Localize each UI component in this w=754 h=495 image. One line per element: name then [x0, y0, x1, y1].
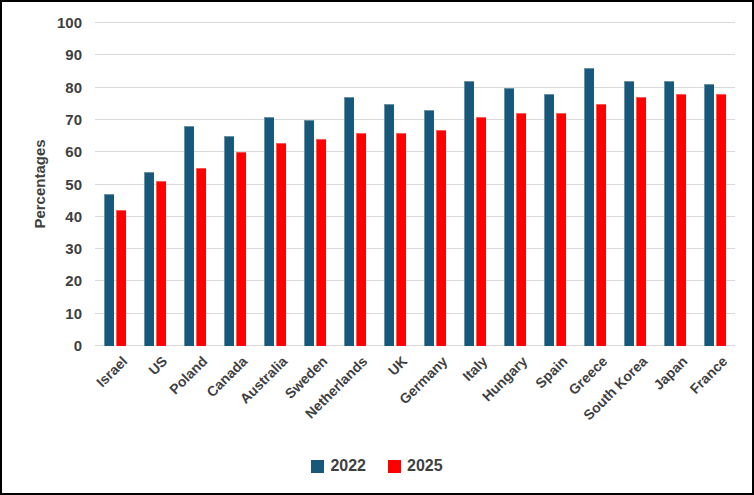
- legend-label-2022: 2022: [330, 457, 366, 475]
- x-axis-label: Poland: [166, 353, 210, 397]
- x-axis-label: Japan: [650, 353, 690, 393]
- bar-group: [135, 23, 175, 346]
- bar-2025-japan: [676, 94, 686, 346]
- bar-2022-us: [144, 172, 154, 346]
- bar-2025-poland: [196, 168, 206, 346]
- bar-group: [535, 23, 575, 346]
- bar-2022-poland: [184, 126, 194, 346]
- bar-2025-australia: [276, 143, 286, 346]
- bar-2025-canada: [236, 152, 246, 346]
- bar-2022-sweden: [304, 120, 314, 346]
- bar-group: [455, 23, 495, 346]
- legend-marker-2022: [311, 460, 324, 473]
- bar-2025-south-korea: [636, 97, 646, 346]
- x-axis-label: US: [145, 353, 170, 378]
- bar-2022-israel: [104, 194, 114, 346]
- x-axis-label: Israel: [93, 353, 130, 390]
- bar-group: [495, 23, 535, 346]
- bar-2025-us: [156, 181, 166, 346]
- bar-2025-israel: [116, 210, 126, 346]
- y-axis-tick-label: 0: [38, 336, 82, 355]
- y-axis-tick-label: 60: [38, 142, 82, 161]
- bar-2025-netherlands: [356, 133, 366, 346]
- bar-group: [175, 23, 215, 346]
- x-axis-label: France: [687, 353, 731, 397]
- bar-2022-australia: [264, 117, 274, 346]
- bar-group: [255, 23, 295, 346]
- plot-area: [95, 23, 735, 346]
- y-axis-tick-label: 10: [38, 304, 82, 323]
- bar-2022-hungary: [504, 88, 514, 346]
- legend-item-2025: 2025: [388, 457, 443, 475]
- bar-2025-spain: [556, 113, 566, 346]
- bar-group: [575, 23, 615, 346]
- x-axis-label: Italy: [459, 353, 490, 384]
- bar-2022-spain: [544, 94, 554, 346]
- bar-2025-italy: [476, 117, 486, 346]
- bar-group: [95, 23, 135, 346]
- bar-2025-hungary: [516, 113, 526, 346]
- bar-2022-italy: [464, 81, 474, 346]
- legend-marker-2025: [388, 460, 401, 473]
- bar-2025-sweden: [316, 139, 326, 346]
- y-axis-tick-label: 50: [38, 175, 82, 194]
- bar-group: [615, 23, 655, 346]
- bar-2022-south-korea: [624, 81, 634, 346]
- bar-group: [415, 23, 455, 346]
- y-axis-tick-label: 90: [38, 45, 82, 64]
- bar-2025-germany: [436, 130, 446, 346]
- bar-2022-france: [704, 84, 714, 346]
- bar-2022-germany: [424, 110, 434, 346]
- y-axis-tick-label: 100: [38, 13, 82, 32]
- y-axis-tick-label: 80: [38, 78, 82, 97]
- bar-2025-france: [716, 94, 726, 346]
- bar-2022-netherlands: [344, 97, 354, 346]
- chart-frame: Percentages 0102030405060708090100 Israe…: [0, 0, 754, 495]
- bar-2022-japan: [664, 81, 674, 346]
- legend: 2022 2025: [2, 457, 752, 475]
- bar-2025-greece: [596, 104, 606, 346]
- legend-label-2025: 2025: [407, 457, 443, 475]
- bar-group: [655, 23, 695, 346]
- bar-2022-canada: [224, 136, 234, 346]
- bar-group: [295, 23, 335, 346]
- y-axis-tick-label: 40: [38, 207, 82, 226]
- y-axis-tick-label: 30: [38, 239, 82, 258]
- bar-groups: [95, 23, 735, 346]
- bar-2022-greece: [584, 68, 594, 346]
- y-axis-tick-label: 70: [38, 110, 82, 129]
- bar-group: [215, 23, 255, 346]
- y-axis-tick-label: 20: [38, 271, 82, 290]
- bar-2022-uk: [384, 104, 394, 346]
- bar-2025-uk: [396, 133, 406, 346]
- bar-group: [695, 23, 735, 346]
- legend-item-2022: 2022: [311, 457, 366, 475]
- bar-group: [375, 23, 415, 346]
- x-axis-label: UK: [385, 353, 411, 379]
- bar-group: [335, 23, 375, 346]
